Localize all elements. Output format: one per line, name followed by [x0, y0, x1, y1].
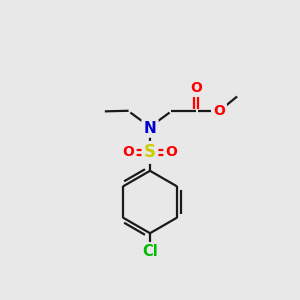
Text: O: O	[190, 81, 202, 95]
Text: O: O	[123, 146, 134, 159]
Text: O: O	[213, 104, 225, 118]
Text: O: O	[166, 146, 177, 159]
Text: Cl: Cl	[142, 244, 158, 259]
Text: S: S	[144, 143, 156, 161]
Text: N: N	[144, 121, 156, 136]
